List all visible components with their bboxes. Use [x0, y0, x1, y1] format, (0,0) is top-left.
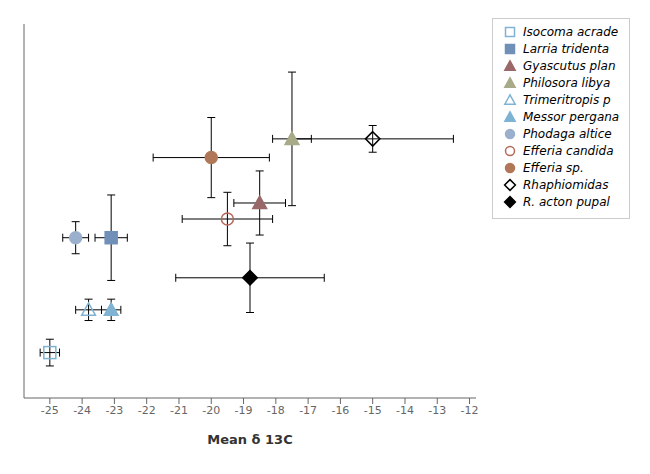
svg-text:-25: -25 — [41, 404, 59, 417]
svg-text:-16: -16 — [331, 404, 349, 417]
html-text:Efferia sp.: Efferia sp. — [523, 161, 584, 175]
svg-text:-21: -21 — [170, 404, 188, 417]
html-text:Isocoma acrade: Isocoma acrade — [523, 25, 619, 39]
html-text:Rhaphiomidas: Rhaphiomidas — [523, 178, 609, 192]
html-text:R. acton pupal: R. acton pupal — [523, 195, 610, 209]
svg-text:-23: -23 — [105, 404, 123, 417]
html-text:Gyascutus plan: Gyascutus plan — [523, 59, 616, 73]
svg-text:-17: -17 — [299, 404, 317, 417]
html-text:Larria tridenta: Larria tridenta — [523, 42, 609, 56]
svg-text:-22: -22 — [138, 404, 156, 417]
svg-text:-12: -12 — [461, 404, 479, 417]
svg-text:-14: -14 — [396, 404, 414, 417]
svg-text:-13: -13 — [428, 404, 446, 417]
html-text:Philosora libya: Philosora libya — [523, 76, 611, 90]
svg-text:-20: -20 — [202, 404, 220, 417]
html-text:Trimeritropis p: Trimeritropis p — [523, 93, 611, 107]
svg-text:-15: -15 — [364, 404, 382, 417]
html-text:Messor pergana: Messor pergana — [523, 110, 620, 124]
html-text:Phodaga altice: Phodaga altice — [523, 127, 612, 141]
svg-text:-18: -18 — [267, 404, 285, 417]
svg-text:-24: -24 — [73, 404, 91, 417]
html-text:Efferia candida: Efferia candida — [523, 144, 614, 158]
svg-text:-19: -19 — [235, 404, 253, 417]
svg-text:Mean δ 13C: Mean δ 13C — [207, 432, 292, 447]
